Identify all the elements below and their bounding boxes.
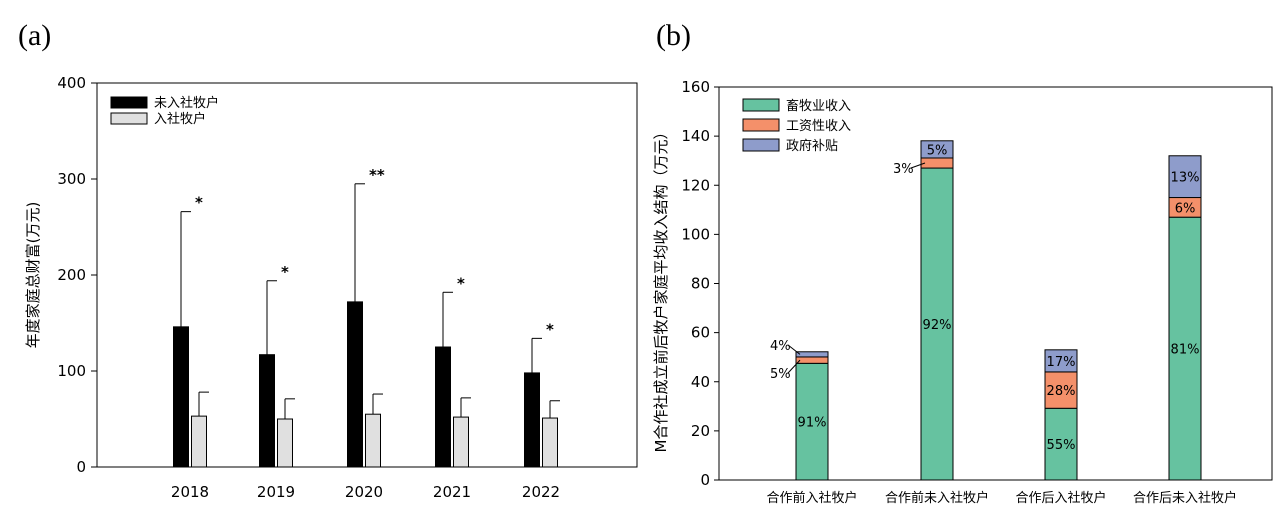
x-tick-label-a: 2018 (171, 483, 209, 501)
legend-swatch-b (742, 138, 780, 152)
segment-label-b: 5% (770, 367, 791, 382)
leader-line-b (787, 344, 801, 355)
x-tick-label-a: 2021 (433, 483, 471, 501)
legend-swatch-a (110, 112, 148, 125)
x-tick-label-a: 2020 (345, 483, 383, 501)
panel-a-label: (a) (18, 19, 51, 52)
stacked-segment-b (920, 157, 954, 169)
x-tick-label-b: 合作后入社牧户 (1015, 490, 1106, 506)
bar-a (365, 413, 381, 468)
x-tick-label-b: 合作后未入社牧户 (1133, 490, 1237, 506)
y-tick-label-b: 40 (691, 373, 710, 391)
y-tick-label-b: 100 (681, 225, 710, 243)
bar-a (173, 326, 189, 468)
bar-a (542, 417, 558, 468)
y-tick-label-b: 140 (681, 127, 710, 145)
legend-label-a: 入社牧户 (154, 111, 206, 127)
segment-label-b: 6% (1175, 201, 1196, 216)
bar-a (435, 346, 451, 468)
chart-b: 0 20 40 60 80 100 120 140 160 M合作社成立前后牧户家庭平均收入结构（… (652, 78, 1273, 506)
segment-label-b: 3% (893, 162, 914, 177)
chart-a: 0100200300400年度家庭总财富(万元)2018*2019*2020**… (24, 74, 638, 501)
significance-star-a: * (546, 320, 554, 338)
stacked-segment-b (795, 351, 829, 358)
stacked-segment-b (795, 356, 829, 364)
stacked-segment-b (1168, 216, 1202, 481)
x-tick-label-b: 合作前未入社牧户 (885, 490, 989, 506)
y-tick-label-a: 0 (76, 458, 86, 476)
y-tick-label-a: 400 (57, 74, 86, 92)
legend-label-b: 工资性收入 (786, 119, 851, 134)
y-tick-label-a: 200 (57, 266, 86, 284)
significance-star-a: ** (369, 166, 385, 184)
segment-label-b: 28% (1047, 384, 1076, 399)
stacked-segment-b (1168, 155, 1202, 199)
legend-label-b: 畜牧业收入 (786, 98, 851, 114)
segment-label-b: 5% (927, 143, 948, 158)
y-tick-label-a: 300 (57, 170, 86, 188)
stacked-segment-b (795, 362, 829, 481)
significance-star-a: * (281, 263, 289, 281)
y-tick-label-a: 100 (57, 362, 86, 380)
y-tick-label-b: 0 (700, 471, 710, 489)
y-tick-label-b: 60 (691, 324, 710, 342)
segment-label-b: 81% (1171, 343, 1200, 358)
stacked-segment-b (1044, 407, 1078, 481)
legend-label-b: 政府补贴 (786, 139, 838, 154)
x-tick-label-b: 合作前入社牧户 (766, 490, 857, 506)
legend-swatch-a (110, 96, 148, 109)
leader-line-b (787, 359, 801, 374)
y-axis-label-b: M合作社成立前后牧户家庭平均收入结构（万元） (652, 125, 670, 453)
segment-label-b: 91% (798, 416, 827, 431)
x-tick-label-a: 2019 (257, 483, 295, 501)
segment-label-b: 92% (923, 318, 952, 333)
bar-a (277, 418, 293, 468)
stacked-segment-b (1044, 349, 1078, 373)
bar-a (524, 372, 540, 468)
stacked-segment-b (1044, 371, 1078, 409)
y-tick-label-b: 120 (681, 176, 710, 194)
legend-label-a: 未入社牧户 (154, 95, 219, 111)
legend-swatch-b (742, 118, 780, 132)
stacked-segment-b (920, 140, 954, 159)
x-tick-label-a: 2022 (522, 483, 560, 501)
legend-swatch-b (742, 98, 780, 112)
bar-a (259, 354, 275, 468)
y-axis-label-a: 年度家庭总财富(万元) (24, 202, 42, 349)
bar-a (191, 415, 207, 468)
y-tick-label-b: 20 (691, 422, 710, 440)
leader-line-b (910, 162, 926, 169)
segment-label-b: 13% (1171, 171, 1200, 186)
significance-star-a: * (195, 194, 203, 212)
bar-a (453, 416, 469, 468)
bar-a (347, 301, 363, 468)
segment-label-b: 4% (770, 339, 791, 354)
y-tick-label-b: 80 (691, 275, 710, 293)
significance-star-a: * (457, 274, 465, 292)
segment-label-b: 55% (1047, 438, 1076, 453)
segment-label-b: 17% (1047, 355, 1076, 370)
panel-b-label: (b) (656, 19, 691, 52)
y-tick-label-b: 160 (681, 78, 710, 96)
